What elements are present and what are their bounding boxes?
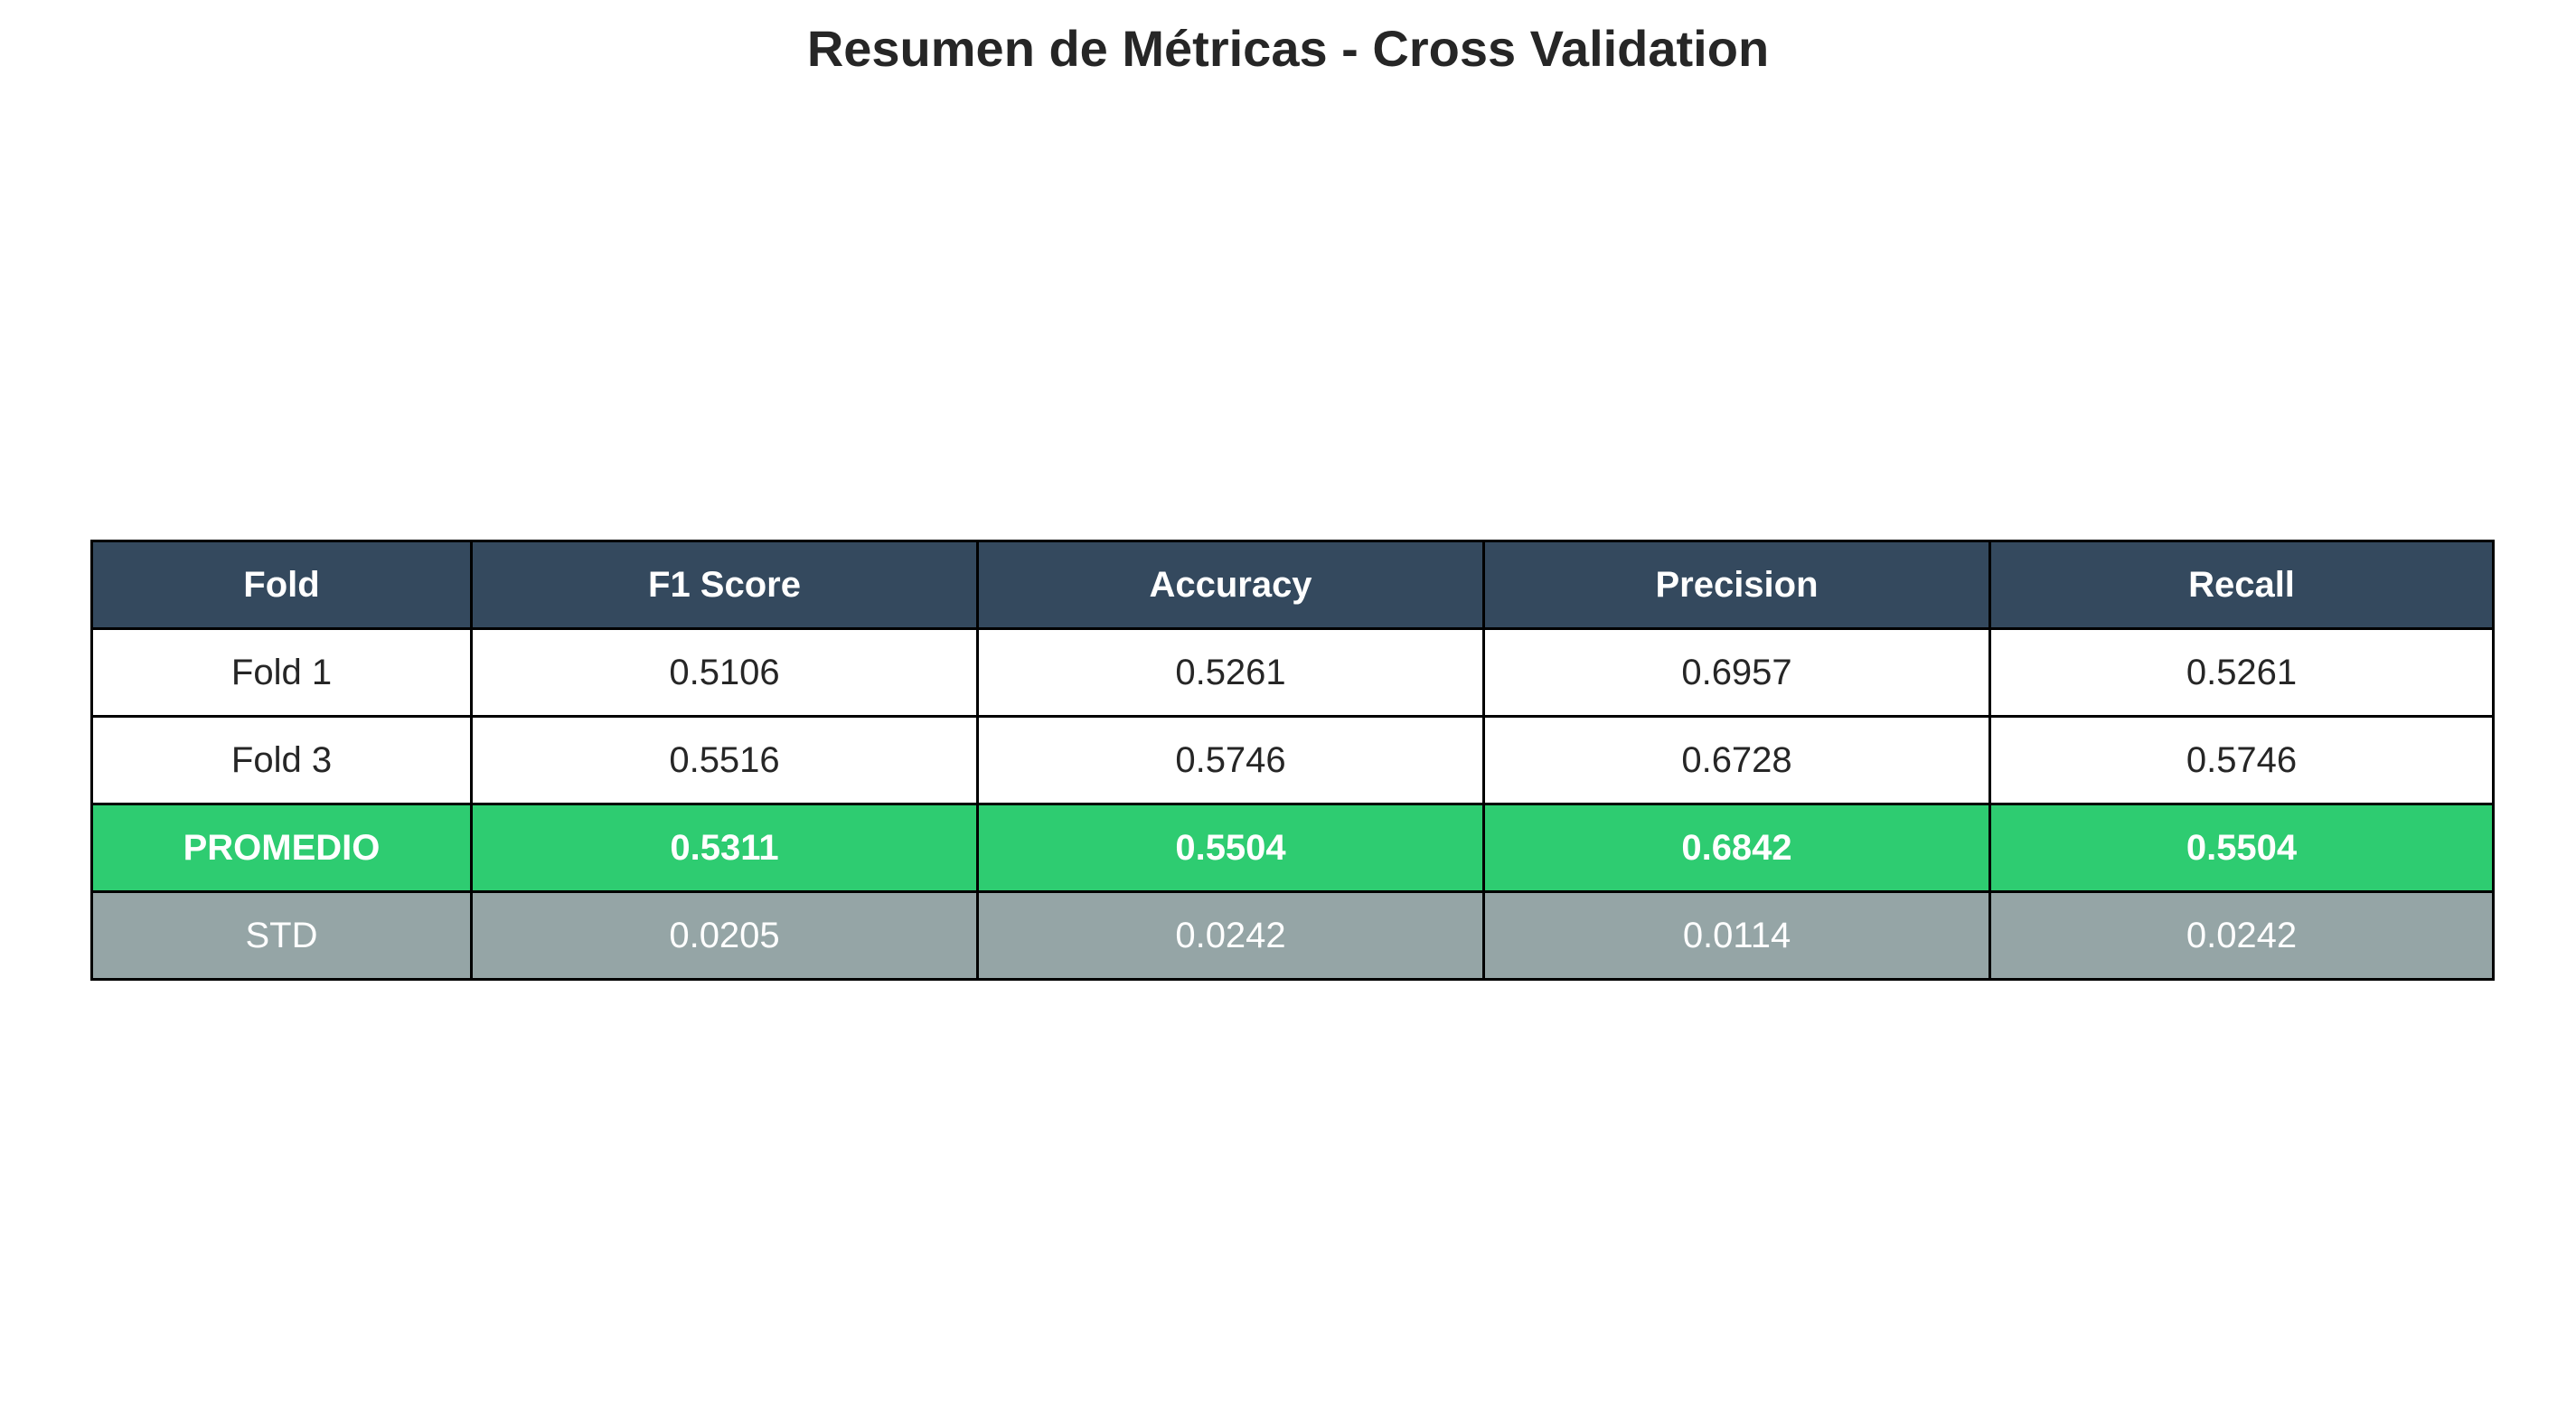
cell-accuracy: 0.0242 <box>976 890 1485 981</box>
cell-f1-score: 0.5516 <box>470 715 979 805</box>
metrics-table: Fold F1 Score Accuracy Precision Recall … <box>90 540 2495 981</box>
header-accuracy: Accuracy <box>976 540 1485 630</box>
table-row-std: STD 0.0205 0.0242 0.0114 0.0242 <box>90 890 2495 981</box>
cell-recall: 0.5504 <box>1988 803 2495 893</box>
cell-precision: 0.6728 <box>1482 715 1991 805</box>
cell-fold-label: PROMEDIO <box>90 803 473 893</box>
cell-precision: 0.6842 <box>1482 803 1991 893</box>
table-row-fold-1: Fold 1 0.5106 0.5261 0.6957 0.5261 <box>90 627 2495 718</box>
table-row-fold-3: Fold 3 0.5516 0.5746 0.6728 0.5746 <box>90 715 2495 805</box>
cell-fold-label: Fold 3 <box>90 715 473 805</box>
table-header-row: Fold F1 Score Accuracy Precision Recall <box>90 540 2495 630</box>
chart-title: Resumen de Métricas - Cross Validation <box>806 20 1770 77</box>
cell-f1-score: 0.0205 <box>470 890 979 981</box>
cell-fold-label: STD <box>90 890 473 981</box>
cell-fold-label: Fold 1 <box>90 627 473 718</box>
cell-precision: 0.6957 <box>1482 627 1991 718</box>
cell-precision: 0.0114 <box>1482 890 1991 981</box>
cell-recall: 0.5261 <box>1988 627 2495 718</box>
header-recall: Recall <box>1988 540 2495 630</box>
header-f1-score: F1 Score <box>470 540 979 630</box>
cell-f1-score: 0.5106 <box>470 627 979 718</box>
header-fold: Fold <box>90 540 473 630</box>
cell-recall: 0.0242 <box>1988 890 2495 981</box>
table-row-promedio: PROMEDIO 0.5311 0.5504 0.6842 0.5504 <box>90 803 2495 893</box>
cell-recall: 0.5746 <box>1988 715 2495 805</box>
cell-accuracy: 0.5504 <box>976 803 1485 893</box>
header-precision: Precision <box>1482 540 1991 630</box>
cell-accuracy: 0.5261 <box>976 627 1485 718</box>
cell-accuracy: 0.5746 <box>976 715 1485 805</box>
cell-f1-score: 0.5311 <box>470 803 979 893</box>
